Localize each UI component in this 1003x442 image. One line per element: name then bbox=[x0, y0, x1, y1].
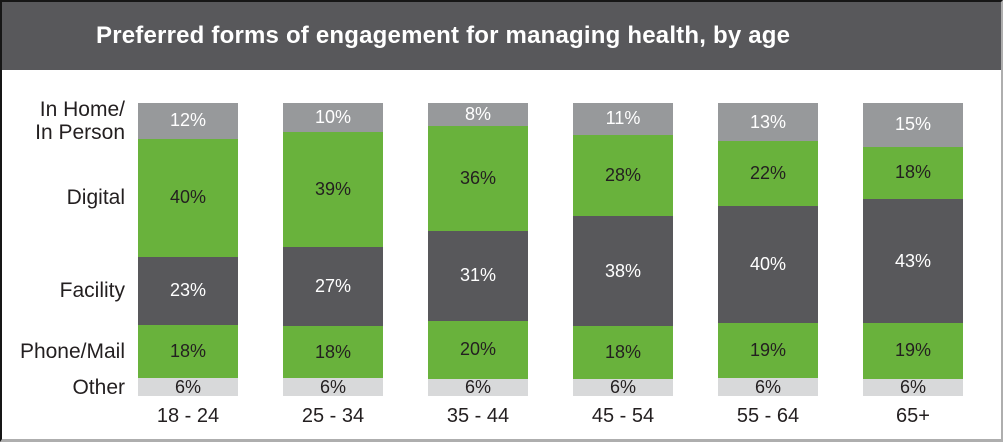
plot-area: In Home/ In Person Digital Facility Phone/M… bbox=[2, 70, 1001, 439]
bar-segment: 22% bbox=[718, 141, 818, 206]
segment-value-label: 6% bbox=[319, 376, 346, 397]
segment-value-label: 31% bbox=[459, 265, 497, 286]
segment-value-label: 19% bbox=[749, 340, 787, 361]
stacked-bar: 8% 36% 31% 20% 6% bbox=[428, 103, 528, 397]
series-label: Facility bbox=[59, 279, 125, 303]
segment-value-label: 18% bbox=[894, 162, 932, 183]
bar-segment: 6% bbox=[863, 376, 963, 397]
bar-segment: 27% bbox=[283, 246, 383, 326]
segment-value-label: 13% bbox=[749, 111, 787, 132]
segment-value-label: 19% bbox=[894, 340, 932, 361]
bar-segment: 18% bbox=[573, 326, 673, 379]
bar-segment: 39% bbox=[283, 132, 383, 247]
bar-segment: 18% bbox=[283, 325, 383, 379]
bar-segment: 43% bbox=[863, 198, 963, 324]
segment-value-label: 22% bbox=[749, 162, 787, 183]
x-axis-label: 35 - 44 bbox=[446, 405, 510, 427]
segment-value-label: 40% bbox=[749, 253, 787, 274]
segment-value-label: 38% bbox=[604, 260, 642, 281]
bar-segment: 6% bbox=[573, 376, 673, 397]
segment-value-label: 8% bbox=[464, 104, 491, 125]
bar-segment: 6% bbox=[718, 376, 818, 397]
stacked-bar: 12% 40% 23% 18% 6% bbox=[138, 103, 238, 397]
bar-segment: 19% bbox=[863, 323, 963, 379]
bar-segment: 10% bbox=[283, 103, 383, 133]
stacked-bar: 15% 18% 43% 19% 6% bbox=[863, 103, 963, 397]
segment-value-label: 23% bbox=[169, 280, 207, 301]
category-axis-labels: In Home/ In Person Digital Facility Phone/M… bbox=[2, 97, 129, 399]
bar-segment: 6% bbox=[428, 376, 528, 397]
segment-value-label: 10% bbox=[314, 107, 352, 128]
bar-segment: 40% bbox=[718, 205, 818, 323]
bar-column: 15% 18% 43% 19% 6% 65+ bbox=[863, 103, 963, 428]
bar-segment: 18% bbox=[863, 146, 963, 199]
bar-column: 13% 22% 40% 19% 6% 55 - 64 bbox=[718, 103, 818, 428]
bar-segment: 19% bbox=[718, 322, 818, 379]
bars-container: 12% 40% 23% 18% 6% 18 - 24 10% 39% 27% 18% 6% 25 - … bbox=[138, 103, 963, 428]
segment-value-label: 28% bbox=[604, 165, 642, 186]
series-label: Digital bbox=[66, 186, 125, 210]
bar-segment: 6% bbox=[283, 376, 383, 397]
segment-value-label: 6% bbox=[609, 376, 636, 397]
segment-value-label: 18% bbox=[604, 341, 642, 362]
bar-segment: 18% bbox=[138, 324, 238, 379]
segment-value-label: 6% bbox=[174, 376, 201, 397]
segment-value-label: 12% bbox=[169, 110, 207, 131]
x-axis-label: 65+ bbox=[896, 405, 930, 427]
bar-segment: 6% bbox=[138, 376, 238, 397]
bar-segment: 28% bbox=[573, 134, 673, 217]
segment-value-label: 6% bbox=[464, 376, 491, 397]
x-axis-label: 55 - 64 bbox=[736, 405, 800, 427]
segment-value-label: 43% bbox=[894, 250, 932, 271]
bar-segment: 20% bbox=[428, 320, 528, 379]
segment-value-label: 6% bbox=[754, 376, 781, 397]
bar-segment: 23% bbox=[138, 256, 238, 325]
stacked-bar: 13% 22% 40% 19% 6% bbox=[718, 103, 818, 397]
series-label: Other bbox=[72, 375, 125, 399]
segment-value-label: 15% bbox=[894, 114, 932, 135]
bar-segment: 40% bbox=[138, 138, 238, 257]
bar-segment: 13% bbox=[718, 103, 818, 142]
bar-segment: 11% bbox=[573, 103, 673, 135]
x-axis-label: 45 - 54 bbox=[591, 405, 655, 427]
bar-column: 12% 40% 23% 18% 6% 18 - 24 bbox=[138, 103, 238, 428]
x-axis-label: 25 - 34 bbox=[301, 405, 365, 427]
series-label: In Home/ In Person bbox=[35, 97, 125, 144]
bar-column: 10% 39% 27% 18% 6% 25 - 34 bbox=[283, 103, 383, 428]
chart-header: Preferred forms of engagement for managi… bbox=[2, 2, 1001, 70]
series-label: Phone/Mail bbox=[19, 340, 125, 364]
bar-segment: 15% bbox=[863, 103, 963, 147]
x-axis-label: 18 - 24 bbox=[156, 405, 220, 427]
segment-value-label: 6% bbox=[899, 376, 926, 397]
bar-column: 8% 36% 31% 20% 6% 35 - 44 bbox=[428, 103, 528, 428]
segment-value-label: 27% bbox=[314, 275, 352, 296]
segment-value-label: 18% bbox=[169, 341, 207, 362]
bar-segment: 8% bbox=[428, 103, 528, 127]
bar-segment: 38% bbox=[573, 216, 673, 327]
bar-segment: 36% bbox=[428, 126, 528, 231]
stacked-bar: 10% 39% 27% 18% 6% bbox=[283, 103, 383, 397]
segment-value-label: 18% bbox=[314, 341, 352, 362]
bar-column: 11% 28% 38% 18% 6% 45 - 54 bbox=[573, 103, 673, 428]
chart-title: Preferred forms of engagement for managi… bbox=[96, 22, 791, 49]
segment-value-label: 20% bbox=[459, 339, 497, 360]
stacked-bar: 11% 28% 38% 18% 6% bbox=[573, 103, 673, 397]
segment-value-label: 11% bbox=[605, 108, 641, 129]
bar-segment: 12% bbox=[138, 103, 238, 139]
segment-value-label: 40% bbox=[169, 187, 207, 208]
segment-value-label: 39% bbox=[314, 178, 352, 199]
bar-segment: 31% bbox=[428, 230, 528, 321]
segment-value-label: 36% bbox=[459, 167, 497, 188]
